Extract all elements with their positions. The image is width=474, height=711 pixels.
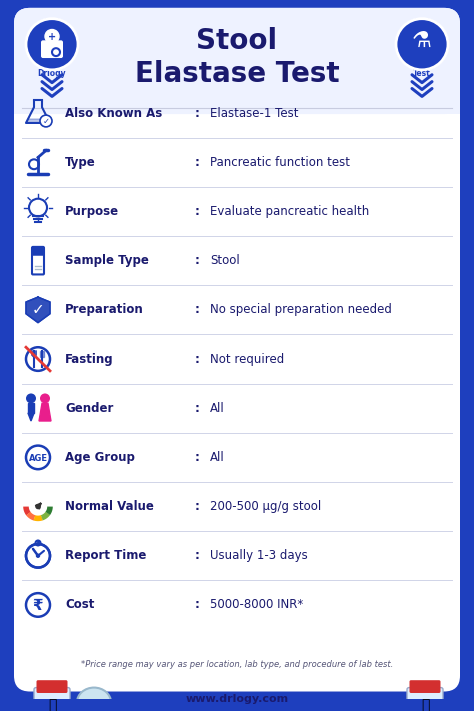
- Text: :: :: [194, 550, 200, 562]
- Polygon shape: [26, 297, 50, 323]
- Circle shape: [396, 18, 448, 70]
- FancyBboxPatch shape: [407, 688, 443, 711]
- Text: 💩: 💩: [48, 698, 56, 711]
- Text: :: :: [194, 107, 200, 119]
- Text: Normal Value: Normal Value: [65, 500, 154, 513]
- Polygon shape: [28, 403, 34, 413]
- Circle shape: [26, 544, 50, 567]
- Text: :: :: [194, 254, 200, 267]
- Text: Sample Type: Sample Type: [65, 254, 149, 267]
- Circle shape: [26, 18, 78, 70]
- FancyBboxPatch shape: [410, 680, 440, 693]
- Text: Also Known As: Also Known As: [65, 107, 162, 119]
- Text: +: +: [48, 33, 56, 43]
- Text: :: :: [194, 304, 200, 316]
- Text: www.drlogy.com: www.drlogy.com: [185, 695, 289, 705]
- Text: :: :: [194, 451, 200, 464]
- FancyBboxPatch shape: [41, 41, 63, 58]
- Text: :: :: [194, 353, 200, 365]
- Text: Usually 1-3 days: Usually 1-3 days: [210, 550, 308, 562]
- Text: Test: Test: [413, 69, 431, 78]
- Text: :: :: [194, 402, 200, 415]
- Polygon shape: [28, 413, 34, 421]
- Text: No special preparation needed: No special preparation needed: [210, 304, 392, 316]
- Text: Report Time: Report Time: [65, 550, 146, 562]
- Text: ₹: ₹: [33, 599, 43, 614]
- Text: Fasting: Fasting: [65, 353, 114, 365]
- Text: Type: Type: [65, 156, 96, 169]
- Text: Preparation: Preparation: [65, 304, 144, 316]
- Text: *Price range may vary as per location, lab type, and procedure of lab test.: *Price range may vary as per location, l…: [81, 660, 393, 669]
- Circle shape: [26, 393, 36, 403]
- Bar: [14, 95, 460, 114]
- Text: ✓: ✓: [32, 302, 45, 317]
- Text: 200-500 μg/g stool: 200-500 μg/g stool: [210, 500, 321, 513]
- FancyBboxPatch shape: [32, 247, 44, 274]
- Circle shape: [40, 393, 50, 403]
- Text: 5000-8000 INR*: 5000-8000 INR*: [210, 599, 303, 611]
- Text: Evaluate pancreatic health: Evaluate pancreatic health: [210, 205, 369, 218]
- Text: 💩: 💩: [421, 698, 429, 711]
- FancyBboxPatch shape: [32, 247, 44, 256]
- Text: ✓: ✓: [43, 117, 49, 125]
- Polygon shape: [39, 403, 51, 421]
- Text: Not required: Not required: [210, 353, 284, 365]
- Text: All: All: [210, 451, 225, 464]
- FancyBboxPatch shape: [36, 680, 67, 693]
- Text: :: :: [194, 500, 200, 513]
- Text: :: :: [194, 156, 200, 169]
- Text: Purpose: Purpose: [65, 205, 119, 218]
- Text: Gender: Gender: [65, 402, 113, 415]
- Text: Drlogy: Drlogy: [38, 69, 66, 78]
- Circle shape: [45, 30, 59, 43]
- Text: ⚗: ⚗: [412, 31, 432, 51]
- Circle shape: [36, 505, 40, 508]
- Text: Elastase-1 Test: Elastase-1 Test: [210, 107, 299, 119]
- FancyBboxPatch shape: [34, 688, 70, 711]
- Text: Stool: Stool: [196, 27, 278, 55]
- Text: :: :: [194, 599, 200, 611]
- Polygon shape: [26, 119, 50, 123]
- Ellipse shape: [77, 688, 111, 711]
- Text: Age Group: Age Group: [65, 451, 135, 464]
- FancyBboxPatch shape: [14, 8, 460, 692]
- Circle shape: [36, 555, 39, 557]
- Text: Stool: Stool: [210, 254, 240, 267]
- Text: :: :: [194, 205, 200, 218]
- FancyBboxPatch shape: [14, 8, 460, 114]
- Text: All: All: [210, 402, 225, 415]
- Polygon shape: [40, 351, 44, 357]
- Text: Elastase Test: Elastase Test: [135, 60, 339, 87]
- Text: Cost: Cost: [65, 599, 94, 611]
- Circle shape: [40, 115, 52, 127]
- Text: Pancreatic function test: Pancreatic function test: [210, 156, 350, 169]
- Text: AGE: AGE: [28, 454, 47, 463]
